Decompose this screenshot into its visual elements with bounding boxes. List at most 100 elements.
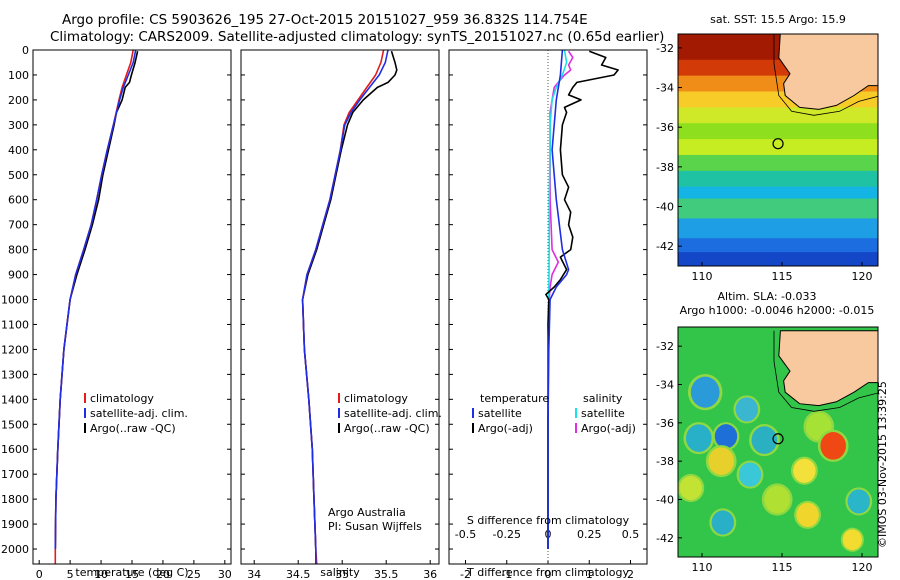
sst-map-frame xyxy=(677,33,879,267)
depth-tick-label: 1900 xyxy=(1,518,29,531)
sst-band xyxy=(678,139,878,156)
shelf-contour xyxy=(773,34,878,116)
legend-label-temperature-argo: Argo(-adj) xyxy=(478,422,533,435)
temperature-plot: 0100200300400500600700800900100011001200… xyxy=(1,44,232,580)
depth-tick-label: 1300 xyxy=(1,368,29,381)
legend-label-climatology: climatology xyxy=(90,392,154,405)
sla-anomaly-blob xyxy=(686,424,712,452)
x-tick-label: 34.5 xyxy=(286,568,311,580)
x-tick-label: 2 xyxy=(627,568,634,580)
land-mass xyxy=(778,330,878,407)
x-tick-label: 34 xyxy=(247,568,261,580)
sla-anomaly-blob xyxy=(764,485,790,514)
series-line-temperature-argo-adj- xyxy=(545,50,619,549)
x-tick-label: 5 xyxy=(67,568,74,580)
legend-label-satellite: satellite-adj. clim. xyxy=(90,407,188,420)
lat-tick-label: -42 xyxy=(656,532,674,545)
difference-panel: -2 -1 0 1 2-0.5 -0.25 0 0.25 0.5 temperature sal… xyxy=(448,49,648,580)
argo-position-marker xyxy=(772,433,784,445)
series-line-temperature-satellite xyxy=(547,49,570,549)
salinity-legend: climatology satellite-adj. clim. Argo(..… xyxy=(338,392,442,435)
sla-map: 110 115 120 -32 -34 -36 -38 -40 -42 xyxy=(656,327,878,574)
series-line-argo-raw-qc- xyxy=(301,50,398,550)
sst-band xyxy=(678,186,878,200)
depth-tick-label: 700 xyxy=(8,219,29,232)
x-tick-label: 0 xyxy=(545,568,552,580)
argo-position-marker xyxy=(772,138,784,150)
sla-anomaly-blob xyxy=(711,510,734,535)
depth-tick-label: 900 xyxy=(8,269,29,282)
x-tick-label: 30 xyxy=(218,568,232,580)
difference-x-axis-label: T difference from climatology xyxy=(466,566,629,579)
legend-label-climatology: climatology xyxy=(344,392,408,405)
x-tick-label: 0 xyxy=(36,568,43,580)
depth-tick-label: 600 xyxy=(8,194,29,207)
depth-tick-label: 200 xyxy=(8,94,29,107)
depth-tick-label: 800 xyxy=(8,244,29,257)
lon-tick-label: 110 xyxy=(692,270,713,283)
map-field xyxy=(678,327,878,557)
legend-label-argo: Argo(..raw -QC) xyxy=(344,422,430,435)
salinity-axes-frame xyxy=(240,49,440,565)
legend-swatch-satellite xyxy=(338,408,340,418)
x-tick-label: 35 xyxy=(335,568,349,580)
sla-map-panel: Altim. SLA: -0.033 Argo h1000: -0.0046 h… xyxy=(656,290,879,574)
difference-legend: temperature salinity satellite Argo(-adj… xyxy=(472,392,636,435)
temperature-legend: climatology satellite-adj. clim. Argo(..… xyxy=(84,392,188,435)
legend-label-argo: Argo(..raw -QC) xyxy=(90,422,176,435)
sst-map-title: sat. SST: 15.5 Argo: 15.9 xyxy=(710,13,846,26)
sla-anomaly-blob xyxy=(738,462,762,487)
land-mass xyxy=(778,34,878,110)
depth-tick-label: 1600 xyxy=(1,443,29,456)
depth-tick-label: 0 xyxy=(22,44,29,57)
sla-map-frame xyxy=(677,326,879,558)
series-line-salinity-argo-adj- xyxy=(547,50,574,549)
lon-tick-label: 110 xyxy=(692,561,713,574)
salinity-panel: 34 34.5 35 35.5 36 climatology satellite-adj… xyxy=(240,49,442,580)
lat-tick-label: -38 xyxy=(656,161,674,174)
salinity-plot: 34 34.5 35 35.5 36 xyxy=(241,49,439,580)
depth-tick-label: 400 xyxy=(8,144,29,157)
temperature-panel: 0100200300400500600700800900100011001200… xyxy=(1,44,232,580)
depth-tick-label: 1200 xyxy=(1,343,29,356)
sla-anomaly-blob xyxy=(714,424,738,449)
sst-band xyxy=(678,252,878,266)
sst-band xyxy=(678,238,878,254)
series-line-satellite-adj-clim- xyxy=(301,49,389,564)
legend-swatch-temperature-satellite xyxy=(472,408,474,418)
secondary-x-tick-label: -0.25 xyxy=(493,528,521,541)
sla-anomaly-blob xyxy=(820,432,846,460)
depth-tick-label: 500 xyxy=(8,169,29,182)
depth-tick-label: 1100 xyxy=(1,318,29,331)
sla-anomaly-blob xyxy=(735,397,758,422)
x-tick-label: 1 xyxy=(586,568,593,580)
legend-swatch-salinity-satellite xyxy=(575,408,577,418)
annotation-pi: PI: Susan Wijffels xyxy=(328,520,422,533)
sla-anomaly-blob xyxy=(842,529,863,551)
sla-anomaly-blob xyxy=(847,489,870,514)
secondary-x-tick-label: -0.5 xyxy=(455,528,476,541)
sla-map-subtitle: Argo h1000: -0.0046 h2000: -0.015 xyxy=(680,304,875,317)
difference-axes-frame xyxy=(448,49,648,565)
lon-tick-label: 115 xyxy=(772,561,793,574)
lat-tick-label: -32 xyxy=(656,340,674,353)
sla-anomaly-blob xyxy=(751,426,778,454)
figure-title-line-2: Climatology: CARS2009. Satellite-adjuste… xyxy=(50,29,665,45)
sla-anomaly-blob xyxy=(796,502,819,527)
series-line-satellite-adj-clim- xyxy=(54,49,137,550)
legend-swatch-climatology xyxy=(84,393,86,403)
legend-label-salinity-argo: Argo(-adj) xyxy=(581,422,636,435)
annotation-program: Argo Australia xyxy=(328,506,406,519)
shelf-contour xyxy=(773,330,878,412)
difference-secondary-axis-label: S difference from climatology xyxy=(467,514,630,527)
legend-swatch-argo xyxy=(84,423,86,433)
legend-label-temperature-satellite: satellite xyxy=(478,407,522,420)
legend-heading-temperature: temperature xyxy=(480,392,549,405)
x-tick-label: 25 xyxy=(187,568,201,580)
depth-tick-label: 300 xyxy=(8,119,29,132)
sst-band xyxy=(678,107,878,125)
lat-tick-label: -40 xyxy=(656,494,674,507)
sst-band xyxy=(678,170,878,188)
x-tick-label: 10 xyxy=(94,568,108,580)
legend-label-salinity-satellite: satellite xyxy=(581,407,625,420)
